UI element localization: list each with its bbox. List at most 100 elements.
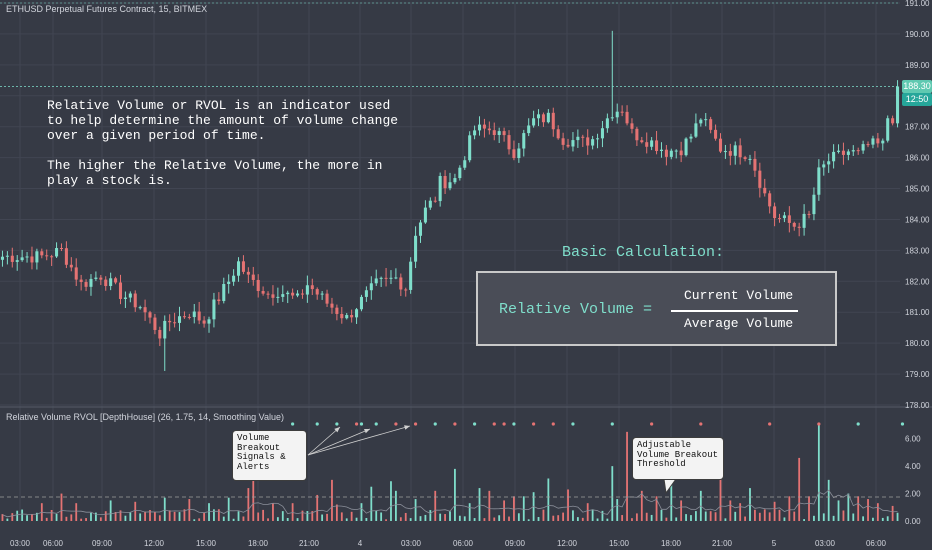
volume-bar	[149, 510, 151, 521]
volume-bar	[80, 518, 83, 521]
candle	[118, 282, 123, 299]
volume-bar	[114, 512, 117, 521]
candle	[596, 138, 600, 140]
volume-bar	[45, 517, 48, 521]
volume-bar	[822, 513, 825, 521]
volume-bar	[119, 510, 122, 521]
candle	[212, 299, 216, 320]
volume-bar	[65, 516, 68, 521]
candle	[276, 296, 280, 298]
candle	[138, 307, 142, 309]
volume-tick-label: 6.00	[905, 435, 921, 444]
candle	[566, 144, 570, 147]
candle	[114, 278, 118, 283]
volume-bar	[680, 500, 683, 521]
volume-bar	[763, 509, 766, 521]
calculation-box: Relative Volume = Current Volume Average…	[476, 271, 837, 346]
volume-bar	[60, 493, 63, 521]
volume-bar	[817, 425, 820, 521]
candle	[453, 178, 457, 183]
volume-bar	[896, 512, 899, 521]
candle	[650, 140, 654, 147]
candle	[537, 114, 541, 119]
price-tick-label: 182.00	[905, 277, 930, 286]
threshold-callout: Adjustable Volume Breakout Threshold	[632, 437, 724, 480]
volume-bar	[542, 509, 545, 521]
candle	[541, 114, 545, 123]
candle	[104, 279, 108, 287]
volume-bar	[129, 512, 132, 521]
candle	[763, 187, 767, 194]
candle	[743, 157, 747, 159]
volume-bar	[803, 519, 805, 521]
time-tick-label: 03:00	[815, 539, 836, 548]
volume-bar	[262, 509, 265, 521]
time-tick-label: 18:00	[248, 539, 269, 548]
candle	[561, 138, 565, 145]
volume-bar	[522, 496, 525, 521]
candle	[787, 215, 791, 223]
volume-bar	[291, 503, 294, 521]
volume-bar	[503, 500, 505, 521]
candle	[871, 138, 875, 145]
candle	[532, 118, 536, 126]
callout-arrowhead	[334, 427, 340, 433]
volume-bar	[237, 511, 240, 521]
callout-arrow	[307, 426, 341, 456]
candle	[753, 158, 757, 171]
candle	[94, 277, 98, 279]
volume-bar	[75, 503, 78, 521]
signal-dot	[856, 422, 860, 426]
volume-bar	[419, 516, 422, 521]
candle	[5, 255, 9, 257]
volume-bar	[547, 478, 550, 521]
candle	[512, 149, 516, 159]
price-tick-label: 187.00	[905, 123, 930, 132]
candle	[25, 256, 29, 258]
volume-bar	[537, 517, 540, 521]
volume-bar	[690, 515, 692, 521]
candle	[55, 248, 59, 257]
volume-bar	[16, 510, 19, 521]
volume-bar	[872, 517, 874, 521]
volume-bar	[144, 511, 146, 521]
candle	[881, 140, 885, 144]
candle	[40, 251, 44, 256]
candle	[246, 271, 250, 275]
volume-bar	[424, 514, 427, 521]
time-tick-label: 12:00	[557, 539, 578, 548]
candle	[0, 256, 4, 260]
volume-bar	[414, 499, 417, 521]
candle	[369, 283, 373, 291]
candle	[251, 274, 255, 280]
time-tick-label: 03:00	[401, 539, 422, 548]
volume-bar	[513, 496, 515, 521]
volume-bar	[660, 509, 663, 521]
candle	[10, 255, 14, 262]
candle	[109, 278, 113, 287]
candle	[856, 150, 860, 152]
volume-bar	[576, 517, 579, 521]
candle	[497, 131, 501, 136]
volume-bar	[493, 517, 496, 521]
candle	[355, 309, 359, 318]
volume-smoothing-line	[2, 489, 898, 518]
signal-dot	[453, 422, 457, 426]
candle	[281, 294, 285, 297]
candle	[645, 142, 649, 147]
candle	[222, 284, 226, 302]
candle	[163, 320, 167, 339]
candle	[423, 207, 427, 223]
candle	[123, 297, 127, 299]
candle	[723, 151, 727, 153]
signal-dot	[900, 422, 905, 426]
candle	[876, 138, 880, 144]
volume-bar	[26, 515, 28, 521]
callout-arrowhead	[404, 425, 410, 430]
price-tick-label: 186.00	[905, 154, 930, 163]
volume-bar	[832, 515, 835, 521]
price-tick-label: 184.00	[905, 215, 930, 224]
volume-bar	[355, 517, 358, 521]
candle	[694, 123, 698, 137]
